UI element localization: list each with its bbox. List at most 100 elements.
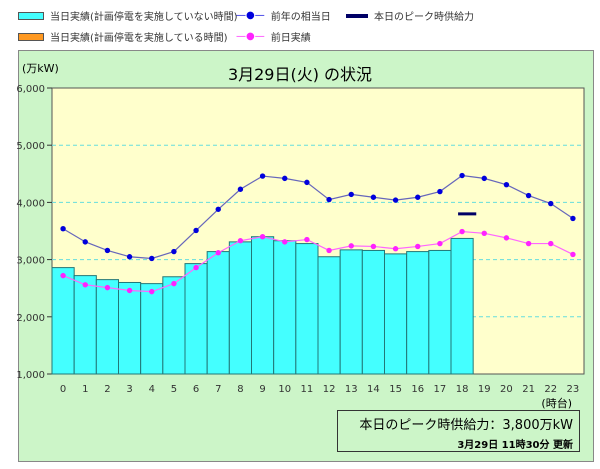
bar bbox=[206, 251, 230, 375]
bar bbox=[450, 237, 474, 375]
bar bbox=[228, 241, 252, 375]
data-point bbox=[570, 215, 576, 222]
data-point bbox=[60, 272, 66, 279]
x-tick-label: 14 bbox=[367, 384, 380, 395]
x-tick-label: 6 bbox=[193, 384, 199, 395]
line-marker-icon: —●— bbox=[236, 31, 265, 42]
bar bbox=[361, 249, 386, 375]
data-point bbox=[437, 188, 443, 195]
legend-item-previous-day: —●— 前日実績 bbox=[236, 29, 311, 44]
peak-supply-text: 本日のピーク時供給力：3,800万kW bbox=[359, 418, 573, 433]
x-tick-label: 1 bbox=[82, 384, 88, 395]
data-point bbox=[326, 247, 332, 254]
bar bbox=[273, 240, 297, 375]
x-tick-label: 15 bbox=[389, 384, 402, 395]
x-tick-label: 11 bbox=[301, 384, 314, 395]
data-point bbox=[570, 251, 576, 258]
data-point bbox=[215, 206, 221, 212]
data-point bbox=[215, 250, 221, 256]
data-point bbox=[171, 280, 177, 287]
peak-info-box: 本日のピーク時供給力：3,800万kW 3月29日 11時30分 更新 bbox=[337, 410, 580, 452]
bar bbox=[295, 243, 319, 375]
bar bbox=[384, 253, 408, 375]
x-tick-label: 3 bbox=[126, 384, 132, 395]
data-point bbox=[525, 240, 532, 247]
y-tick-label: 5,000 bbox=[16, 141, 45, 152]
legend-item-actual-no-outage: 当日実績(計画停電を実施していない時間) bbox=[18, 8, 238, 23]
bar bbox=[339, 249, 363, 375]
legend-swatch bbox=[18, 32, 44, 41]
x-tick-label: 12 bbox=[323, 384, 336, 395]
x-tick-label: 10 bbox=[278, 384, 291, 395]
legend-label: 当日実績(計画停電を実施していない時間) bbox=[50, 12, 238, 23]
legend-item-actual-outage: 当日実績(計画停電を実施している時間) bbox=[18, 29, 228, 44]
data-point bbox=[126, 254, 133, 260]
data-point bbox=[503, 235, 510, 241]
data-point bbox=[548, 200, 554, 207]
data-point bbox=[82, 282, 88, 288]
x-tick-label: 0 bbox=[60, 384, 66, 395]
x-tick-label: 16 bbox=[411, 384, 424, 395]
data-point bbox=[193, 227, 199, 234]
x-tick-label: 9 bbox=[259, 384, 265, 395]
bar bbox=[251, 236, 275, 375]
data-point bbox=[237, 238, 244, 244]
legend-label: 本日のピーク時供給力 bbox=[374, 12, 474, 23]
y-axis-label: (万kW) bbox=[22, 62, 59, 75]
data-point bbox=[392, 246, 399, 252]
bar bbox=[118, 281, 142, 375]
x-tick-label: 23 bbox=[567, 384, 580, 395]
y-tick-label: 3,000 bbox=[16, 256, 45, 267]
y-tick-label: 2,000 bbox=[16, 313, 45, 324]
data-point bbox=[82, 239, 88, 245]
data-point bbox=[282, 239, 288, 245]
data-point bbox=[282, 175, 288, 182]
y-tick-label: 4,000 bbox=[16, 198, 45, 209]
data-point bbox=[415, 194, 421, 200]
bar bbox=[184, 263, 208, 375]
data-point bbox=[348, 191, 354, 198]
data-point bbox=[548, 240, 554, 247]
data-point bbox=[171, 248, 177, 255]
data-point bbox=[104, 284, 111, 291]
legend-item-peak-supply: 本日のピーク時供給力 bbox=[346, 8, 474, 23]
bar bbox=[95, 279, 120, 375]
data-point bbox=[259, 234, 266, 240]
x-tick-label: 7 bbox=[215, 384, 221, 395]
data-point bbox=[104, 247, 111, 254]
legend-item-last-year: —●— 前年の相当日 bbox=[236, 8, 331, 23]
data-point bbox=[370, 194, 377, 200]
series-line bbox=[62, 230, 574, 293]
x-tick-label: 17 bbox=[434, 384, 447, 395]
data-point bbox=[237, 186, 244, 192]
x-tick-label: 13 bbox=[345, 384, 358, 395]
x-tick-label: 18 bbox=[456, 384, 469, 395]
x-tick-label: 21 bbox=[522, 384, 535, 395]
data-point bbox=[149, 288, 155, 295]
data-point bbox=[459, 228, 465, 235]
bar bbox=[73, 275, 97, 375]
bar bbox=[162, 276, 186, 375]
legend-swatch bbox=[18, 11, 44, 20]
data-point bbox=[481, 230, 487, 236]
data-point bbox=[437, 240, 443, 247]
legend-swatch bbox=[346, 13, 368, 18]
data-point bbox=[481, 175, 487, 182]
data-point bbox=[193, 264, 199, 271]
chart-title: 3月29日(火) の状況 bbox=[228, 65, 372, 84]
x-tick-label: 22 bbox=[544, 384, 557, 395]
data-point bbox=[326, 196, 332, 203]
data-point bbox=[304, 179, 310, 186]
data-point bbox=[459, 172, 465, 179]
x-tick-label: 2 bbox=[104, 384, 110, 395]
data-point bbox=[392, 197, 399, 203]
data-point bbox=[370, 243, 377, 250]
data-point bbox=[149, 255, 155, 262]
y-tick-label: 1,000 bbox=[16, 370, 45, 381]
legend-label: 前日実績 bbox=[270, 33, 311, 44]
x-tick-label: 20 bbox=[500, 384, 513, 395]
bar bbox=[406, 251, 430, 375]
x-tick-label: 19 bbox=[478, 384, 491, 395]
x-axis-label: (時台) bbox=[541, 396, 572, 410]
